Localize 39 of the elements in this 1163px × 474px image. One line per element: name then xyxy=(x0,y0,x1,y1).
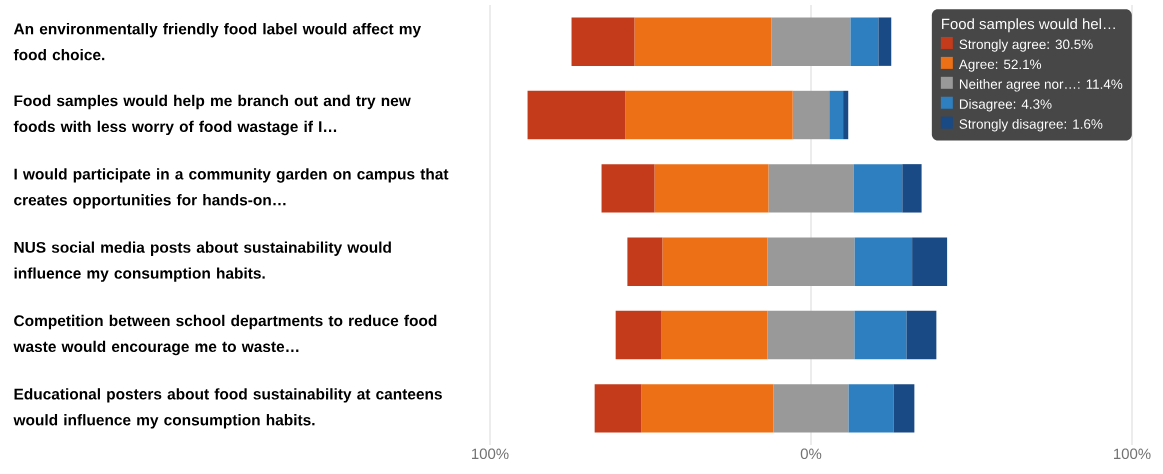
bar xyxy=(634,17,772,66)
legend-label: Neither agree nor…: 11.4% xyxy=(959,79,1123,92)
bar xyxy=(854,237,913,286)
bar xyxy=(571,17,635,66)
bar xyxy=(854,310,907,360)
y-tick-label: Competition between school departments to reduce food waste would encourage me to waste… xyxy=(13,314,437,356)
legend-label: Disagree: 4.3% xyxy=(959,98,1052,112)
bar xyxy=(878,17,892,66)
bar xyxy=(594,384,642,433)
bar xyxy=(615,310,662,360)
bar xyxy=(850,17,879,66)
legend-label: Strongly agree: 30.5% xyxy=(959,39,1093,52)
bar xyxy=(625,90,793,140)
bar xyxy=(654,164,769,213)
legend-title: Food samples would hel… xyxy=(942,18,1115,33)
x-tick-label: 0% xyxy=(800,448,822,460)
bar xyxy=(893,384,915,433)
legend-label: Strongly disagree: 1.6% xyxy=(959,118,1103,132)
y-tick-label: I would participate in a community garden on campus that creates opportunities for hands-on… xyxy=(14,168,449,209)
bar xyxy=(902,164,922,213)
bar xyxy=(853,164,903,213)
bar xyxy=(843,90,849,140)
bar xyxy=(912,237,948,286)
legend-label: Agree: 52.1% xyxy=(958,59,1042,72)
bar xyxy=(627,237,663,286)
bar xyxy=(641,384,774,433)
y-tick-label: Educational posters about food sustainability at canteens would influence my consumption habits. xyxy=(13,388,442,429)
bar xyxy=(527,90,626,140)
bar xyxy=(829,90,844,140)
bar xyxy=(848,384,894,433)
bar xyxy=(661,310,768,360)
y-tick-label: NUS social media posts about sustainability would influence my consumption habits. xyxy=(14,241,391,282)
y-tick-label: An environmentally friendly food label would affect my food choice. xyxy=(13,23,421,61)
bar xyxy=(906,310,937,360)
bar xyxy=(601,164,655,213)
x-tick-label: 100% xyxy=(472,448,509,460)
y-tick-label: Food samples would help me branch out and try new foods with less worry of food wastage if I… xyxy=(13,94,411,136)
x-tick-label: 100% xyxy=(1114,448,1151,460)
bar xyxy=(662,237,768,286)
